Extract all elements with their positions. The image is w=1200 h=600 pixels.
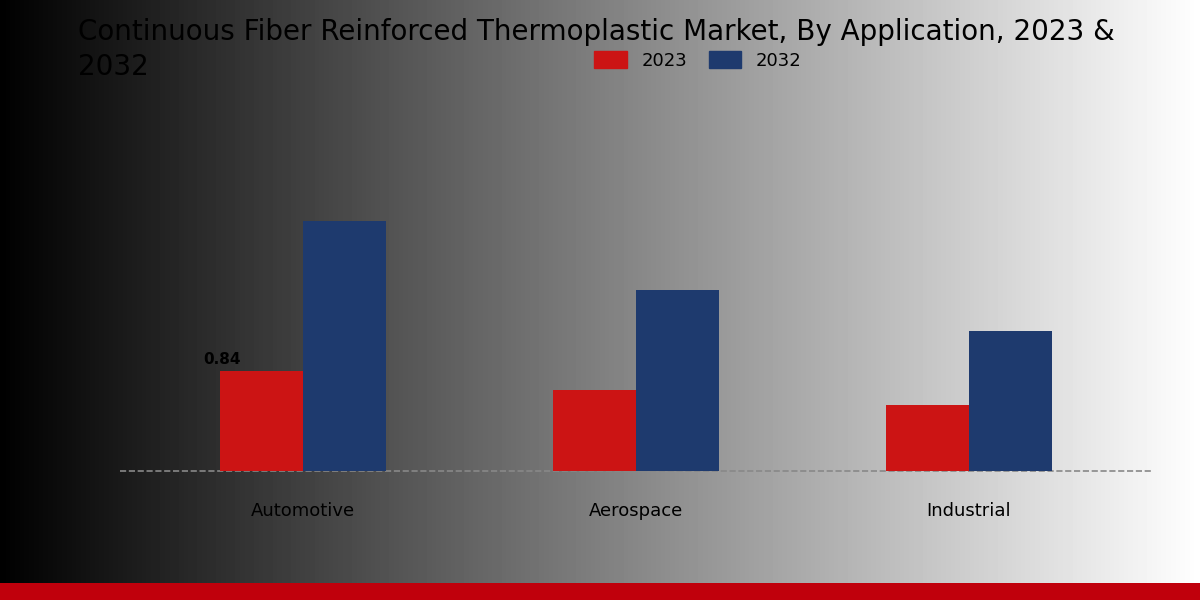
Bar: [304, 221, 386, 470]
Legend: 2023, 2032: 2023, 2032: [589, 46, 806, 75]
Bar: [553, 390, 636, 470]
Text: 0.84: 0.84: [203, 352, 240, 367]
Bar: [886, 406, 968, 470]
Bar: [968, 331, 1052, 470]
Bar: [636, 290, 719, 470]
Text: Continuous Fiber Reinforced Thermoplastic Market, By Application, 2023 &
2032: Continuous Fiber Reinforced Thermoplasti…: [78, 18, 1115, 80]
Bar: [220, 371, 304, 470]
